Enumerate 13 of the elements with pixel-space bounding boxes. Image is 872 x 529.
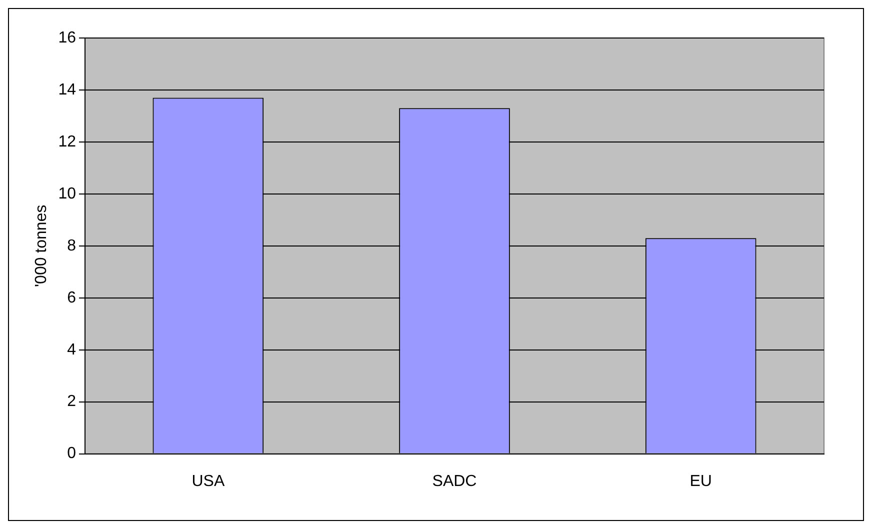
y-axis-title: '000 tonnes [33, 204, 50, 288]
y-tick-label: 12 [58, 133, 76, 150]
y-tick-label: 4 [67, 341, 76, 358]
y-tick-label: 16 [58, 29, 76, 46]
y-tick-label: 0 [67, 445, 76, 462]
y-tick-label: 14 [58, 81, 76, 98]
y-tick-label: 6 [67, 289, 76, 306]
x-tick-label: USA [192, 472, 225, 490]
y-tick-label: 10 [58, 185, 76, 202]
x-tick-label: EU [690, 472, 712, 490]
y-tick-label: 2 [67, 393, 76, 410]
x-tick-label: SADC [432, 472, 477, 490]
y-tick-label: 8 [67, 237, 76, 254]
